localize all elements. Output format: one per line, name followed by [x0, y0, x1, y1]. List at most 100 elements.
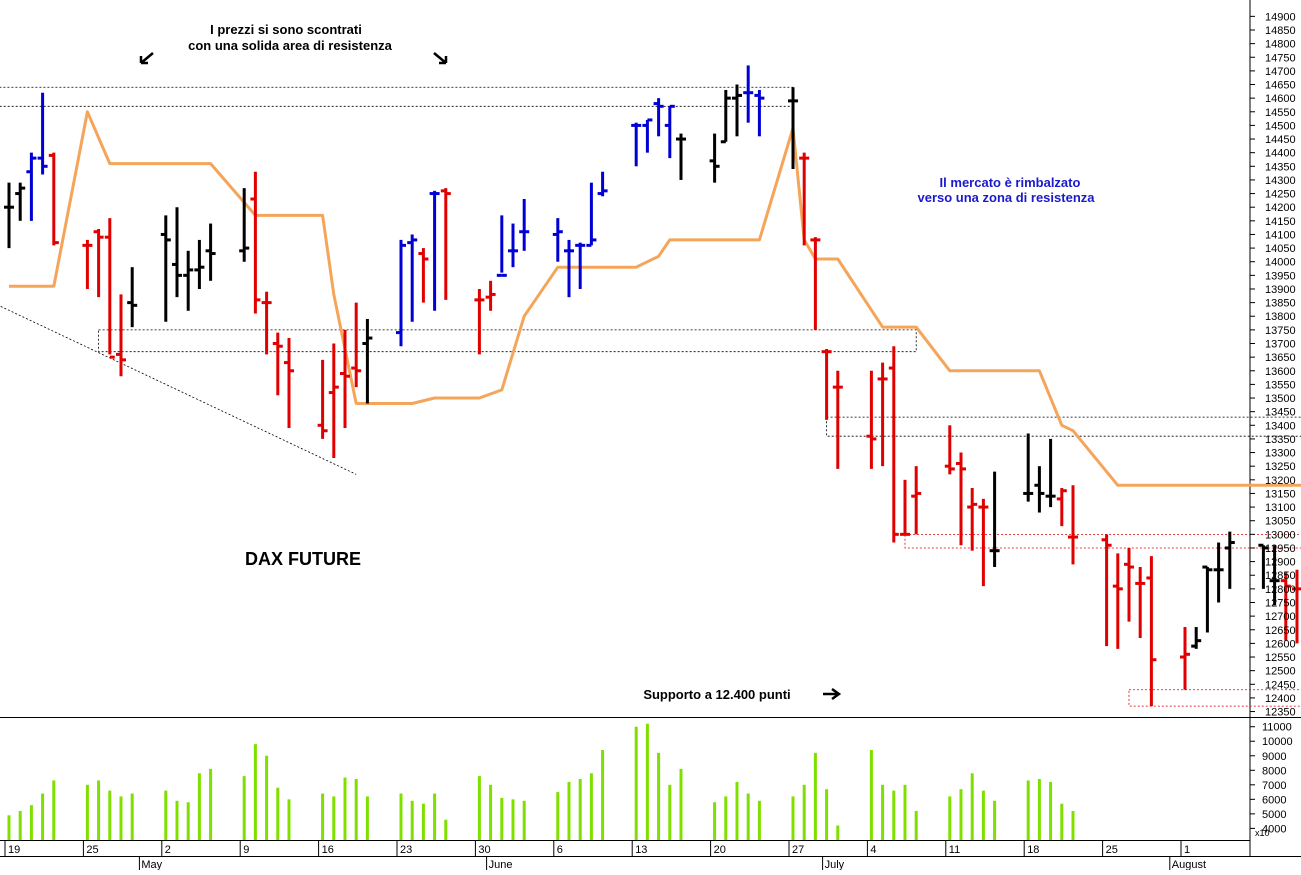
ohlc-bar	[4, 182, 14, 249]
ohlc-bar	[1292, 569, 1301, 644]
price-tick-label: 12700	[1265, 611, 1296, 623]
ohlc-bar	[586, 182, 597, 247]
ohlc-bar	[429, 190, 440, 311]
ohlc-bar	[597, 171, 608, 197]
ohlc-bar	[272, 332, 283, 396]
ohlc-bar	[1180, 627, 1190, 690]
price-tick-label: 13750	[1265, 325, 1296, 337]
arrow-right-icon	[823, 687, 842, 701]
volume-tick-label: 4000	[1262, 823, 1286, 835]
ohlc-bar	[317, 359, 328, 439]
ohlc-bar	[664, 104, 675, 159]
ohlc-bar	[642, 118, 653, 153]
ohlc-bar	[989, 471, 1000, 568]
ohlc-bar	[440, 188, 451, 300]
volume-axis: 4000 5000 6000 7000 8000 9000 10000 11000	[1250, 722, 1293, 835]
volume-tick-label: 6000	[1262, 794, 1286, 806]
ohlc-bar	[48, 152, 59, 246]
price-tick-label: 14900	[1265, 11, 1296, 23]
zone-box	[904, 533, 1301, 549]
ohlc-bar	[1045, 438, 1056, 508]
ohlc-bar	[1112, 553, 1123, 649]
ohlc-bar	[160, 215, 171, 322]
ohlc-bar	[810, 237, 821, 330]
arrow-down-left-icon	[139, 52, 154, 65]
ohlc-bar	[832, 370, 843, 469]
annotation-right-line1: Il mercato è rimbalzato	[940, 175, 1081, 190]
ohlc-bar	[1124, 547, 1134, 622]
ohlc-bar	[821, 348, 832, 420]
ohlc-bar	[653, 98, 664, 137]
price-tick-label: 14700	[1265, 66, 1296, 78]
date-tick-label: 25	[86, 844, 98, 856]
annotation-support: Supporto a 12.400 punti	[643, 687, 790, 702]
price-tick-label: 12350	[1265, 707, 1296, 719]
ohlc-bar	[183, 250, 194, 311]
ohlc-bar	[720, 89, 731, 144]
ohlc-bar	[1191, 627, 1202, 649]
volume-tick-label: 9000	[1262, 751, 1286, 763]
ohlc-bar	[1101, 534, 1112, 647]
ohlc-bar	[1269, 545, 1280, 606]
date-tick-label: 18	[1027, 844, 1039, 856]
ohlc-bar	[732, 84, 742, 137]
annotation-right-line2: verso una zona di resistenza	[917, 190, 1095, 205]
month-label: July	[825, 859, 845, 870]
price-tick-label: 13450	[1265, 407, 1296, 419]
price-tick-label: 14150	[1265, 216, 1296, 228]
price-tick-label: 14050	[1265, 243, 1296, 255]
price-tick-label: 13000	[1265, 529, 1296, 541]
zones-layer	[0, 86, 1301, 707]
ohlc-bar	[26, 152, 37, 221]
price-tick-label: 13950	[1265, 270, 1296, 282]
month-label: August	[1172, 859, 1206, 870]
ohlc-bar	[340, 329, 350, 429]
zone-box	[0, 86, 794, 107]
price-tick-label: 14800	[1265, 39, 1296, 51]
ohlc-bar	[205, 223, 216, 281]
ohlc-bar	[978, 498, 989, 587]
ohlc-bars-layer	[4, 65, 1301, 707]
ohlc-bar	[172, 207, 182, 298]
price-tick-label: 14750	[1265, 52, 1296, 64]
price-tick-label: 12550	[1265, 652, 1296, 664]
date-tick-label: 9	[243, 844, 249, 856]
price-tick-label: 14450	[1265, 134, 1296, 146]
price-tick-label: 14550	[1265, 107, 1296, 119]
price-tick-label: 14200	[1265, 202, 1296, 214]
volume-tick-label: 5000	[1262, 809, 1286, 821]
ohlc-bar	[116, 294, 126, 377]
price-tick-label: 13600	[1265, 366, 1296, 378]
ohlc-bar	[284, 338, 294, 429]
price-tick-label: 13800	[1265, 311, 1296, 323]
price-tick-label: 12450	[1265, 679, 1296, 691]
orange-indicator-line	[9, 110, 1301, 487]
ohlc-bar	[1056, 487, 1067, 527]
date-tick-label: 1	[1184, 844, 1190, 856]
zone-box	[826, 416, 1301, 437]
date-axis: 19 25 2 9 16 23 30 6 13 20 27 4 11 18 25 1 May June July Au…	[4, 841, 1206, 871]
price-tick-label: 12900	[1265, 557, 1296, 569]
volume-bars-layer	[7, 723, 1075, 840]
chart-title: DAX FUTURE	[245, 549, 361, 569]
ohlc-bar	[799, 152, 810, 246]
ohlc-bar	[351, 302, 362, 388]
zone-box	[1128, 689, 1301, 707]
price-tick-label: 13500	[1265, 393, 1296, 405]
zone-box	[98, 329, 917, 353]
ohlc-bar	[1213, 542, 1224, 603]
ohlc-bar	[1034, 466, 1045, 513]
month-label: May	[141, 859, 162, 870]
date-tick-label: 6	[557, 844, 563, 856]
price-tick-label: 12650	[1265, 625, 1296, 637]
ohlc-bar	[877, 362, 888, 467]
volume-tick-label: 8000	[1262, 765, 1286, 777]
ohlc-bar	[104, 218, 115, 359]
price-tick-label: 12750	[1265, 597, 1296, 609]
ohlc-bar	[631, 122, 642, 167]
month-label: June	[489, 859, 513, 870]
date-tick-label: 2	[165, 844, 171, 856]
price-tick-label: 14000	[1265, 257, 1296, 269]
